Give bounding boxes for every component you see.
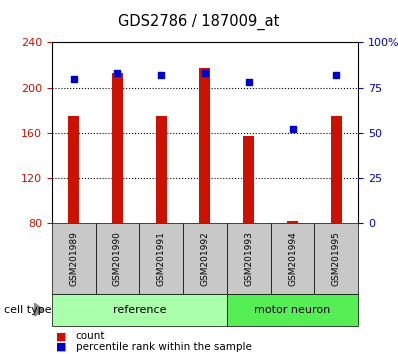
- FancyBboxPatch shape: [139, 223, 183, 294]
- Point: [158, 72, 164, 78]
- FancyBboxPatch shape: [314, 223, 358, 294]
- Bar: [112, 73, 123, 223]
- FancyBboxPatch shape: [52, 294, 227, 326]
- Text: GDS2786 / 187009_at: GDS2786 / 187009_at: [118, 14, 280, 30]
- Point: [202, 70, 208, 76]
- Text: cell type: cell type: [4, 305, 52, 315]
- Point: [333, 72, 339, 78]
- Point: [114, 70, 121, 76]
- Bar: [68, 116, 79, 223]
- Text: count: count: [76, 331, 105, 341]
- FancyBboxPatch shape: [227, 294, 358, 326]
- Text: ■: ■: [56, 342, 66, 352]
- Point: [70, 76, 77, 81]
- Text: GSM201994: GSM201994: [288, 231, 297, 286]
- Text: GSM201991: GSM201991: [157, 231, 166, 286]
- FancyBboxPatch shape: [183, 223, 227, 294]
- Text: GSM201990: GSM201990: [113, 231, 122, 286]
- Text: motor neuron: motor neuron: [254, 305, 331, 315]
- Bar: [331, 116, 342, 223]
- Point: [246, 79, 252, 85]
- Text: GSM201992: GSM201992: [201, 231, 209, 286]
- FancyBboxPatch shape: [96, 223, 139, 294]
- FancyBboxPatch shape: [52, 223, 96, 294]
- Polygon shape: [35, 303, 44, 316]
- Text: reference: reference: [113, 305, 166, 315]
- Text: GSM201995: GSM201995: [332, 231, 341, 286]
- Bar: [243, 136, 254, 223]
- Text: GSM201989: GSM201989: [69, 231, 78, 286]
- Bar: [156, 116, 167, 223]
- FancyBboxPatch shape: [227, 223, 271, 294]
- Text: ■: ■: [56, 331, 66, 341]
- FancyBboxPatch shape: [271, 223, 314, 294]
- Text: percentile rank within the sample: percentile rank within the sample: [76, 342, 252, 352]
- Text: GSM201993: GSM201993: [244, 231, 253, 286]
- Bar: [287, 221, 298, 223]
- Point: [289, 126, 296, 132]
- Bar: [199, 68, 211, 223]
